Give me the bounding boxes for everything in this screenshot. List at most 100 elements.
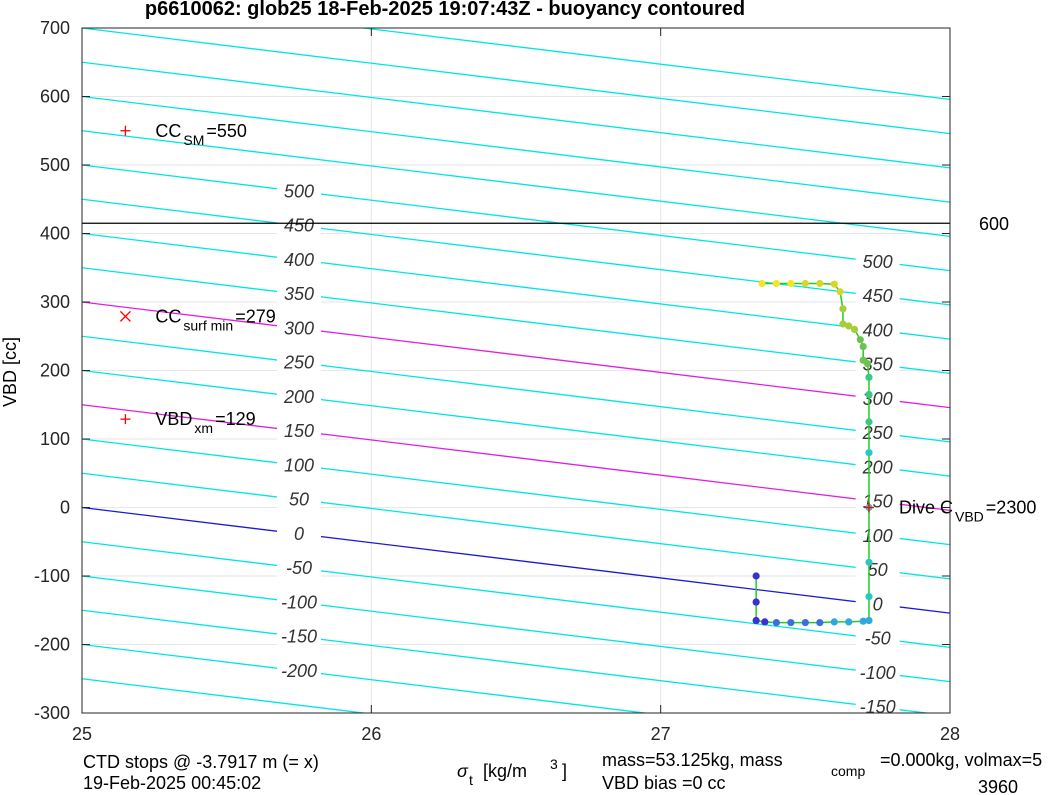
- profile-point: [865, 373, 873, 381]
- y-tick-label: -300: [34, 703, 70, 723]
- profile-point: [859, 342, 867, 351]
- contour-line: [358, 28, 950, 101]
- svg-text:mass=53.125kg, mass: mass=53.125kg, mass: [602, 750, 783, 770]
- highlight-contour-line: [82, 404, 950, 512]
- marker-dive-c: Dive C VBD =2300: [863, 498, 1036, 525]
- contour-label: 300: [284, 318, 314, 338]
- contour-line: [82, 130, 950, 238]
- contour-label: 400: [284, 250, 314, 270]
- contour-label: 150: [284, 421, 314, 441]
- marker-sub: surf min: [183, 317, 233, 333]
- marker-cc: CC surf min =279: [119, 306, 276, 333]
- contour-line: [82, 267, 950, 375]
- profile-point: [761, 618, 769, 626]
- profile-point: [865, 449, 873, 457]
- contour-label-bg: [277, 557, 321, 578]
- x-axis-label: σ t [kg/m 3 ]: [457, 756, 567, 788]
- contour-label: 500: [863, 252, 893, 272]
- svg-text:σ: σ: [457, 761, 469, 781]
- contour-label-bg: [277, 522, 321, 543]
- y-tick-label: 600: [40, 87, 70, 107]
- svg-text:19-Feb-2025 00:45:02: 19-Feb-2025 00:45:02: [83, 773, 261, 793]
- x-tick-label: 28: [940, 724, 960, 744]
- svg-text:CTD stops @ -3.7917 m (= x): CTD stops @ -3.7917 m (= x): [83, 752, 319, 772]
- contour-label: -50: [286, 558, 312, 578]
- profile-point: [801, 279, 809, 288]
- contour-label: 450: [863, 286, 893, 306]
- contour-label-bg: [277, 317, 321, 338]
- marker-value: =550: [206, 121, 247, 141]
- marker-label: VBD: [155, 409, 192, 429]
- y-tick-label: 200: [40, 361, 70, 381]
- contour-label-bg: [277, 659, 321, 680]
- contour-label: 500: [284, 181, 314, 201]
- x-tick-label: 26: [361, 724, 381, 744]
- contour-label-bg: [855, 285, 900, 306]
- contour-label: 0: [294, 524, 304, 544]
- contour-label: 100: [863, 526, 893, 546]
- y-tick-label: 500: [40, 155, 70, 175]
- marker-sub: xm: [194, 420, 213, 436]
- contour-label-bg: [277, 454, 321, 475]
- contour-line: [82, 95, 950, 203]
- contour-label: 50: [289, 490, 309, 510]
- profile-point: [830, 618, 838, 626]
- footer-ctd: CTD stops @ -3.7917 m (= x) 19-Feb-2025 …: [83, 752, 319, 793]
- contour-label: -150: [860, 697, 896, 717]
- svg-text:[kg/m: [kg/m: [483, 761, 527, 781]
- contour-label-bg: [855, 524, 900, 545]
- svg-text:]: ]: [562, 761, 567, 781]
- marker-value: =129: [215, 409, 256, 429]
- contour-label: 50: [868, 560, 888, 580]
- contour-label: 400: [863, 320, 893, 340]
- y-tick-label: -100: [34, 566, 70, 586]
- contour-label-bg: [855, 456, 900, 477]
- contour-label: 200: [862, 457, 893, 477]
- profile-point: [801, 618, 809, 627]
- chart-title: p6610062: glob25 18-Feb-2025 19:07:43Z -…: [145, 0, 745, 20]
- profile-point: [836, 288, 844, 296]
- contour-line: [82, 643, 651, 713]
- contour-label-bg: [855, 696, 900, 717]
- x-tick-label: 25: [72, 724, 92, 744]
- x-tick-label: 27: [651, 724, 671, 744]
- dive-profile: [752, 279, 873, 627]
- profile-point: [865, 616, 873, 625]
- contour-labels: 500450400350300250200150100500-50-100-15…: [277, 180, 900, 717]
- marker-cc: CC SM =550: [120, 121, 247, 148]
- marker-sub: SM: [183, 132, 204, 148]
- profile-point: [865, 592, 873, 601]
- profile-point: [787, 279, 795, 288]
- svg-text:VBD bias =0 cc: VBD bias =0 cc: [602, 773, 726, 793]
- profile-point: [845, 322, 853, 330]
- marker-x-b: [119, 310, 131, 322]
- marker-value: =279: [235, 306, 276, 326]
- contour-label-bg: [277, 351, 321, 372]
- contour-line: [82, 198, 950, 306]
- contour-label-bg: [855, 627, 900, 648]
- contour-label: 250: [862, 423, 893, 443]
- contour-label-bg: [277, 385, 321, 406]
- contour-label: -100: [860, 663, 896, 683]
- profile-point: [772, 618, 781, 627]
- axes: 25 26 27 28-300-200-10001002003004005006007…: [34, 18, 960, 744]
- profile-point: [839, 320, 847, 328]
- profile-point: [865, 390, 873, 399]
- profile-point: [865, 418, 873, 426]
- contour-line: [82, 472, 950, 580]
- contour-label-bg: [277, 591, 321, 612]
- profile-point: [758, 279, 766, 288]
- contour-line: [82, 609, 932, 713]
- y-axis-label: VBD [cc]: [0, 337, 20, 407]
- highlight-contour-line: [82, 506, 950, 614]
- contour-label: -100: [281, 592, 317, 612]
- contour-line: [82, 575, 950, 683]
- highlight-contour-line: [82, 301, 950, 409]
- profile-point: [752, 616, 760, 625]
- reference-hline-label: 600: [979, 214, 1009, 234]
- svg-text:=0.000kg, volmax=5: =0.000kg, volmax=5: [880, 750, 1042, 770]
- y-tick-label: 100: [40, 429, 70, 449]
- y-tick-label: 0: [60, 498, 70, 518]
- profile-point: [850, 325, 859, 333]
- contour-label-bg: [277, 488, 321, 509]
